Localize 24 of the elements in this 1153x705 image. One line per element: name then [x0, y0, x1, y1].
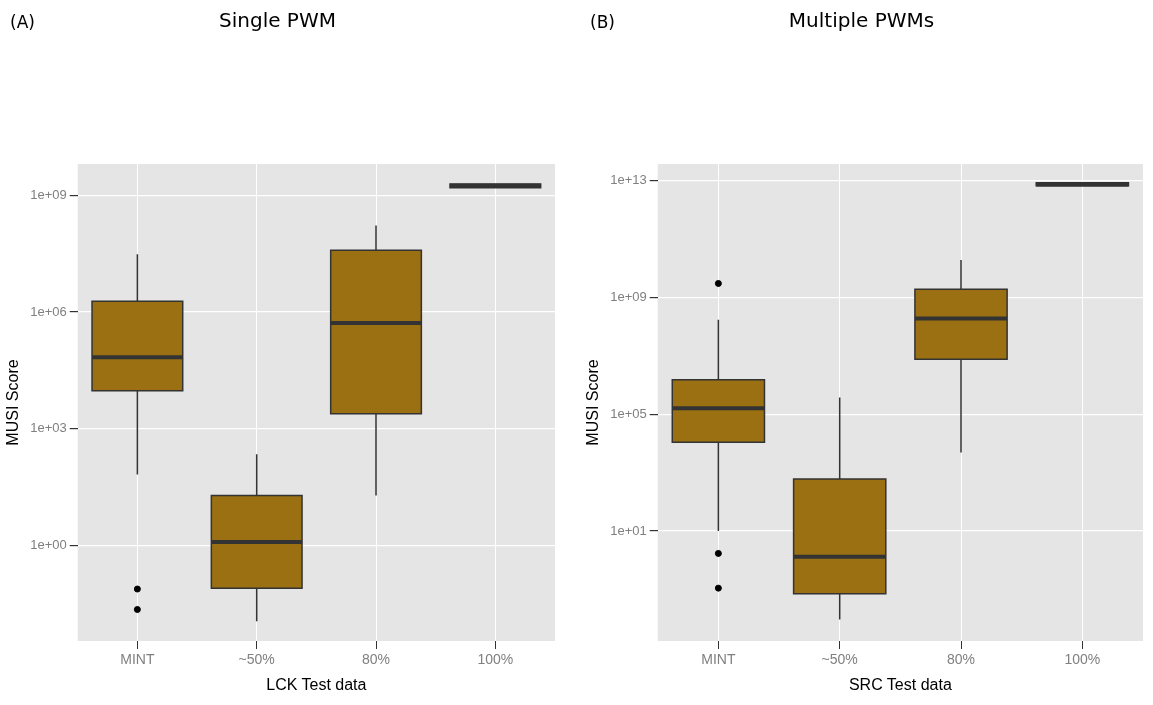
y-tick-label: 1e+06 [30, 303, 67, 319]
y-tick-label: 1e+13 [610, 172, 647, 188]
x-tick-label: ~50% [821, 651, 858, 668]
y-tick-label: 1e+09 [30, 187, 67, 203]
text: (B) [590, 12, 615, 32]
x-tick-label: MINT [701, 651, 736, 668]
x-tick-label: 100% [1064, 651, 1101, 668]
x-tick-label: 100% [477, 651, 514, 668]
x-tick-label: ~50% [238, 651, 275, 668]
x-axis-title: SRC Test data [848, 675, 952, 693]
y-tick-label: 1e+01 [610, 522, 647, 538]
chart-title: Single PWM [219, 8, 336, 33]
y-tick-label: 1e+09 [610, 288, 647, 304]
y-tick-label: 1e+00 [30, 536, 67, 552]
x-tick-label: 80% [947, 651, 976, 668]
text: (A) [10, 12, 35, 32]
x-tick-label: 80% [362, 651, 391, 668]
chart-title: Multiple PWMs [788, 8, 935, 33]
x-tick-label: MINT [120, 651, 155, 668]
y-tick-label: 1e+05 [610, 405, 647, 421]
y-tick-label: 1e+03 [30, 420, 67, 436]
y-axis-title: MUSI Score [4, 359, 22, 446]
x-axis-title: LCK Test data [266, 675, 367, 693]
y-axis-title: MUSI Score [584, 359, 602, 446]
